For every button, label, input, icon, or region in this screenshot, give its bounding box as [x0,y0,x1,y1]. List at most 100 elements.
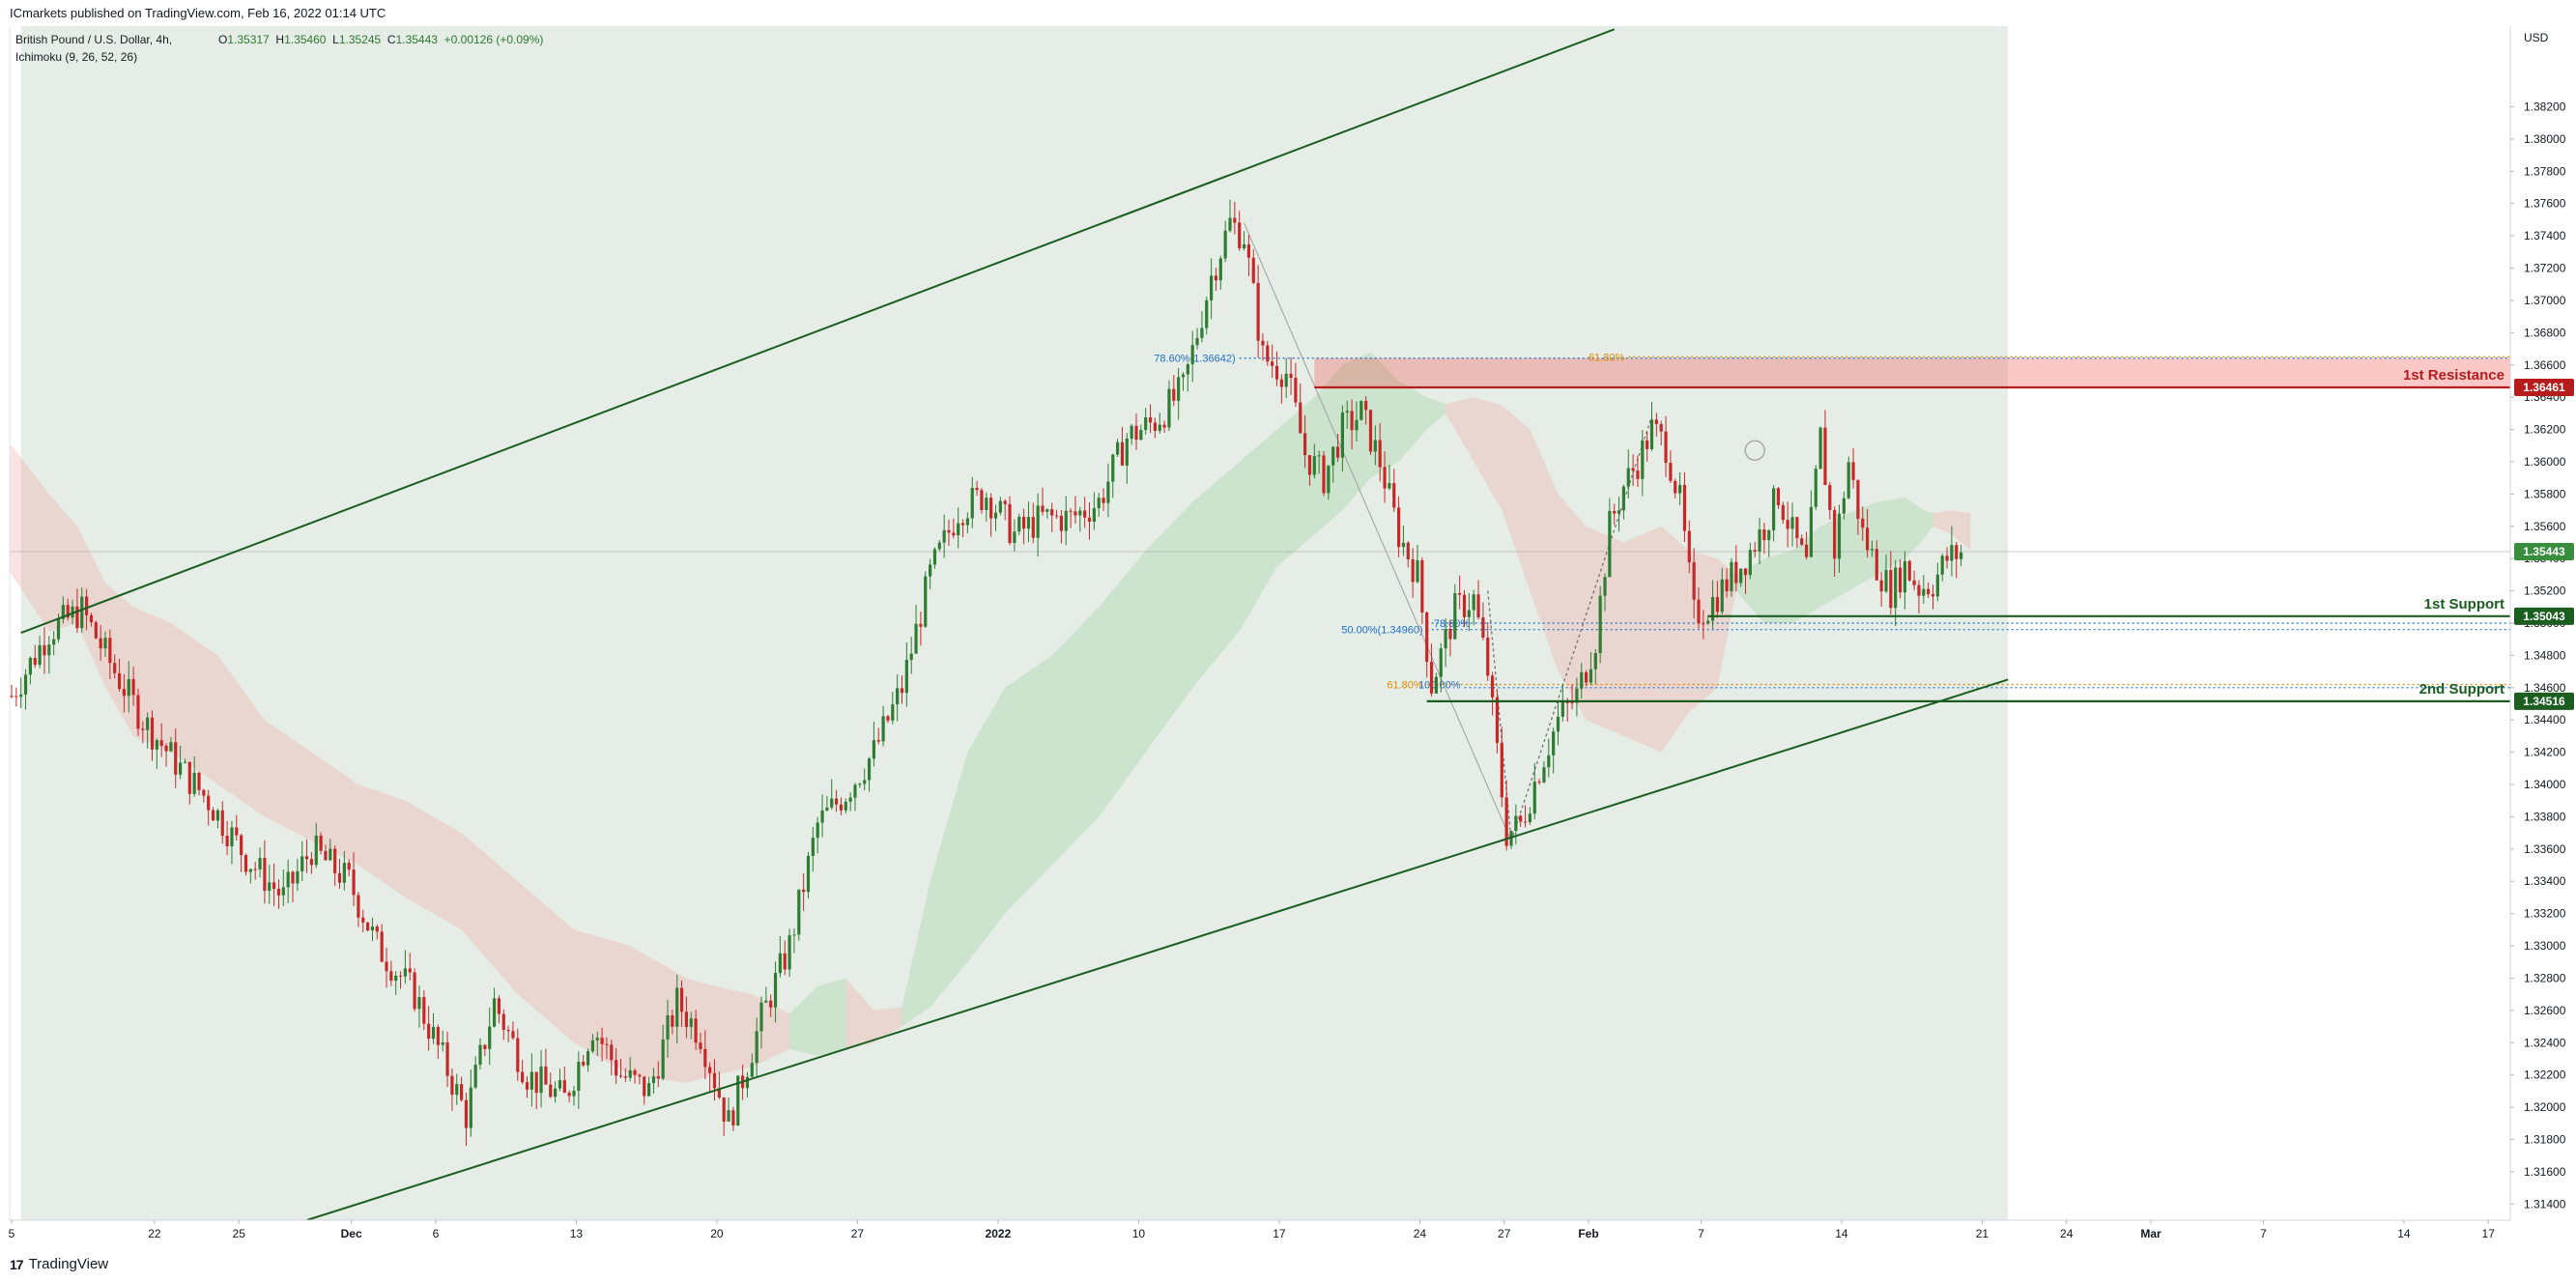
candle-body [1453,592,1457,640]
candle-body [1894,567,1898,609]
candle [1331,445,1335,483]
candle [1050,502,1054,532]
candle-body [122,689,126,697]
candle-body [1059,515,1063,531]
candle [1631,454,1635,486]
footer: 17 TradingView [10,1256,108,1272]
candle-body [708,1067,712,1073]
candle [1884,554,1888,593]
candle-body [1383,467,1387,489]
candle [235,814,239,840]
candle-body [403,968,407,977]
candle [1148,404,1153,434]
candle-body [1495,697,1500,743]
tradingview-logo-icon[interactable]: 17 [10,1256,24,1272]
y-tick-label: 1.33800 [2524,810,2566,823]
candle-body [483,1044,487,1049]
candle-body [146,717,150,730]
candle-body [38,644,42,666]
candle [684,996,688,1039]
candle-body [1266,345,1270,362]
candle-body [773,973,778,1008]
candle [1589,652,1593,686]
candle [998,497,1002,516]
candle-body [947,529,951,533]
candle [286,859,290,904]
candle-body [1659,423,1663,432]
candle [10,684,14,698]
candle [1532,762,1536,819]
x-tick-label: 25 [233,1227,246,1240]
candle [562,1066,566,1094]
candle [1786,501,1789,548]
candle-body [957,523,960,536]
candle-body [651,1076,656,1084]
candle-body [268,882,272,892]
footer-brand[interactable]: TradingView [28,1256,109,1272]
candle [1739,568,1743,587]
candle-body [1715,596,1719,613]
candle-body [240,835,243,856]
candle [94,620,98,640]
candle-body [1917,584,1921,596]
candle-body [886,716,890,721]
x-tick-label: 2022 [986,1227,1012,1240]
candle [623,1068,627,1083]
candle [929,558,932,589]
candle-body [1322,455,1326,494]
candle-body [506,1030,510,1032]
x-tick-label: 14 [2397,1227,2411,1240]
candle-body [1772,488,1776,530]
candle [324,844,328,861]
candle-body [1532,782,1536,814]
candle-body [253,869,257,870]
candle-body [1608,510,1612,578]
candle [989,493,993,537]
candle [1519,814,1523,827]
candle [1022,508,1026,545]
candle [1355,401,1359,442]
candle-body [1031,517,1035,538]
candle [89,613,94,627]
candle [187,761,191,805]
candle-body [1472,594,1475,611]
candle [319,832,323,855]
candle-body [1631,468,1635,471]
candle-body [75,606,79,629]
candle [357,892,360,927]
candle-body [778,953,782,974]
y-tick-label: 1.35200 [2524,584,2566,598]
x-tick-label: Dec [341,1227,362,1240]
candle-body [521,1071,525,1083]
candle [530,1053,533,1107]
candle [1340,405,1344,472]
candle-body [1504,797,1508,846]
candle [914,605,918,654]
candle-body [534,1071,538,1094]
candle-body [970,487,974,519]
indicator-line[interactable]: Ichimoku (9, 26, 52, 26) [15,50,138,64]
candle [291,870,295,902]
candle-body [324,850,328,861]
candle-body [1139,430,1143,441]
channel-lower-line [306,678,2009,1220]
candle-body [1800,538,1804,545]
candle-body [1429,662,1434,694]
candle [755,1017,758,1077]
candle-body [816,822,819,839]
candle-body [71,606,74,618]
symbol-line[interactable]: British Pound / U.S. Dollar, 4h, [15,33,173,46]
candle [1242,231,1246,251]
x-tick-label: 5 [9,1227,15,1240]
candle [103,631,107,657]
x-tick-label: 10 [1132,1227,1146,1240]
candle-body [1144,416,1148,431]
candle-body [473,1065,477,1088]
candle-body [1804,544,1809,557]
candle-body [1050,509,1054,516]
candle-body [357,895,360,918]
candle-body [1214,275,1218,281]
y-tick-label: 1.37000 [2524,294,2566,307]
candle-body [169,742,173,752]
